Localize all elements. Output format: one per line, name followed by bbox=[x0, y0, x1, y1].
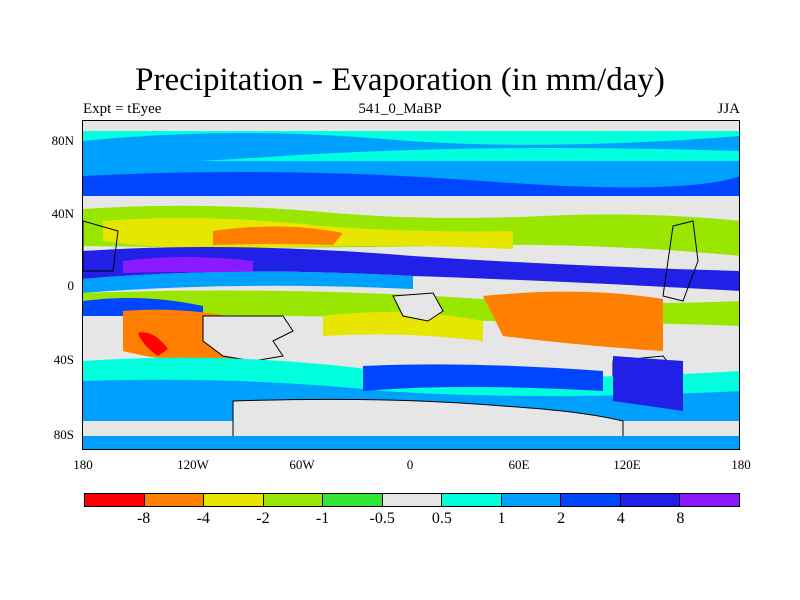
colorbar-label: 2 bbox=[557, 510, 566, 527]
lat-label: 40N bbox=[51, 206, 74, 221]
colorbar-label: 8 bbox=[676, 510, 685, 527]
nh-arctic-band bbox=[83, 132, 739, 165]
contour-field bbox=[83, 121, 739, 449]
colorbar-segment bbox=[442, 494, 502, 506]
colorbar-label: -0.5 bbox=[369, 510, 395, 527]
colorbar bbox=[84, 493, 740, 507]
lat-label: 40S bbox=[53, 352, 74, 367]
nh-dry-core bbox=[213, 226, 343, 245]
colorbar-segment bbox=[85, 494, 145, 506]
itcz-core bbox=[123, 257, 253, 273]
colorbar-segment bbox=[382, 494, 443, 506]
map-title: Precipitation - Evaporation (in mm/day) bbox=[135, 62, 665, 98]
colorbar-segment bbox=[501, 494, 562, 506]
africa-land bbox=[392, 292, 444, 322]
colorbar-label: -4 bbox=[196, 510, 210, 527]
colorbar-label: -1 bbox=[315, 510, 330, 527]
colorbar-segment bbox=[263, 494, 324, 506]
sh-dry-east bbox=[483, 291, 663, 351]
colorbar-segment bbox=[204, 494, 264, 506]
lon-label: 120E bbox=[613, 457, 641, 472]
east-asia-outline bbox=[662, 220, 699, 302]
colorbar-label: -8 bbox=[136, 510, 151, 527]
colorbar-label: 0.5 bbox=[431, 510, 452, 527]
south-america-land bbox=[202, 315, 294, 362]
colorbar-segment bbox=[144, 494, 205, 506]
antarctica-land bbox=[232, 398, 624, 442]
lat-label: 80S bbox=[53, 427, 74, 442]
lon-label: 120W bbox=[177, 457, 209, 472]
lon-label: 60W bbox=[289, 457, 315, 472]
lon-label: 180 bbox=[73, 457, 93, 472]
nh-storm-band bbox=[83, 172, 739, 196]
sh-dry-core bbox=[138, 332, 168, 356]
colorbar-segment bbox=[323, 494, 383, 506]
sh-subtropic-yellow bbox=[323, 312, 483, 341]
period-label: 541_0_MaBP bbox=[358, 101, 442, 117]
map-plot-area bbox=[82, 120, 740, 450]
lat-label: 80N bbox=[51, 133, 74, 148]
colorbar-label: -2 bbox=[256, 510, 270, 527]
colorbar-label: 4 bbox=[616, 510, 625, 527]
polar-band bbox=[83, 436, 739, 449]
colorbar-segment bbox=[680, 494, 740, 506]
itcz-fringe bbox=[83, 271, 413, 293]
experiment-label: Expt = tEyee bbox=[83, 101, 162, 117]
lat-label: 0 bbox=[67, 278, 75, 293]
colorbar-segment bbox=[620, 494, 681, 506]
colorbar-label: 1 bbox=[497, 510, 506, 527]
season-label: JJA bbox=[717, 101, 740, 117]
sh-storm-band bbox=[363, 364, 603, 391]
west-coast-outline bbox=[83, 220, 119, 272]
lon-label: 180 bbox=[731, 457, 751, 472]
sh-australia-wet bbox=[613, 356, 683, 411]
itcz-band bbox=[83, 247, 739, 291]
colorbar-segment bbox=[561, 494, 621, 506]
lon-label: 60E bbox=[508, 457, 530, 472]
lon-label: 0 bbox=[406, 457, 414, 472]
